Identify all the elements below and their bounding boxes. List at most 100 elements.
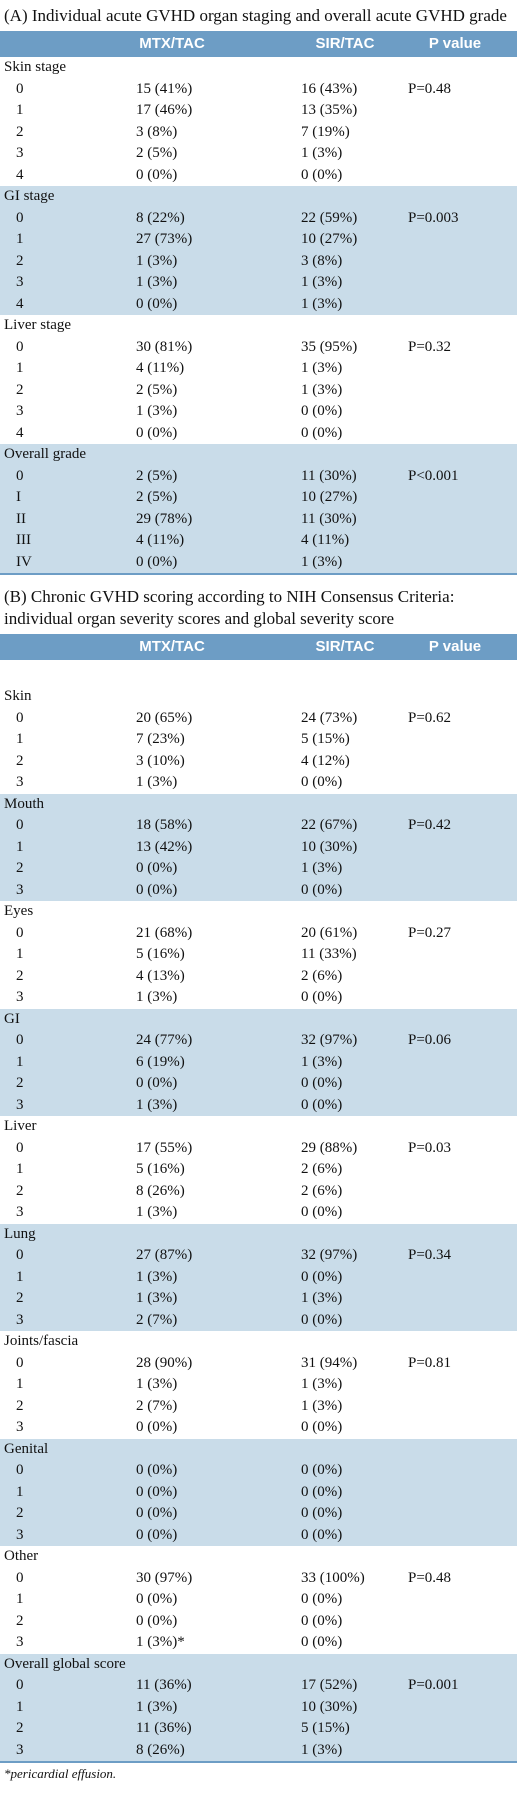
data-row: 3 0 (0%) 0 (0%): [0, 1417, 517, 1439]
sir-value: 22 (59%): [301, 209, 358, 226]
level: III: [16, 532, 31, 548]
mtx-value: 18 (58%): [136, 817, 193, 833]
header-row: MTX/TAC SIR/TAC P value: [0, 31, 517, 57]
mtx-value: 3 (10%): [136, 752, 185, 769]
data-row: 3 1 (3%) 0 (0%): [0, 987, 517, 1009]
mtx-value: 0 (0%): [136, 1591, 178, 1607]
data-row: 2 0 (0%) 0 (0%): [0, 1503, 517, 1525]
table-body: Skin 0 20 (65%) 24 (73%) P=0.62 1 7 (23%) 5 (15…: [0, 660, 517, 1763]
data-row: 2 8 (26%) 2 (6%): [0, 1181, 517, 1203]
level: 2: [16, 1720, 24, 1736]
level: 2: [16, 1397, 24, 1414]
data-row: 1 1 (3%) 10 (30%): [0, 1697, 517, 1719]
data-row: 0 18 (58%) 22 (67%) P=0.42: [0, 815, 517, 837]
mtx-value: 28 (90%): [136, 1354, 193, 1371]
group-label: Joints/fascia: [4, 1333, 79, 1349]
level: 1: [16, 360, 24, 376]
sir-value: 17 (52%): [301, 1677, 358, 1693]
group-label: Overall grade: [4, 446, 87, 462]
level: 1: [16, 1268, 24, 1285]
mtx-value: 0 (0%): [136, 1419, 178, 1435]
row-group: GI stage 0 8 (22%) 22 (59%) P=0.003 1 27 (73%)…: [0, 186, 517, 315]
sir-value: 0 (0%): [301, 1526, 343, 1543]
level: 3: [16, 1634, 24, 1650]
data-row: 1 5 (16%) 11 (33%): [0, 944, 517, 966]
mtx-value: 0 (0%): [136, 1075, 178, 1091]
data-row: 0 27 (87%) 32 (97%) P=0.34: [0, 1245, 517, 1267]
mtx-value: 0 (0%): [136, 1462, 178, 1478]
data-row: 2 0 (0%) 1 (3%): [0, 858, 517, 880]
level: 2: [16, 752, 24, 769]
mtx-value: 1 (3%): [136, 774, 178, 790]
level: 1: [16, 1053, 24, 1070]
data-row: III 4 (11%) 4 (11%): [0, 530, 517, 552]
table-body: Skin stage 0 15 (41%) 16 (43%) P=0.48 1 17 (46…: [0, 57, 517, 575]
group-label-row: Joints/fascia: [0, 1331, 517, 1353]
row-group: Liver stage 0 30 (81%) 35 (95%) P=0.32 1 4 (11…: [0, 315, 517, 444]
mtx-value: 4 (11%): [136, 360, 185, 376]
mtx-value: 0 (0%): [136, 166, 178, 183]
mtx-value: 2 (5%): [136, 467, 178, 484]
mtx-value: 15 (41%): [136, 80, 193, 97]
sir-value: 1 (3%): [301, 1290, 343, 1306]
level: 0: [16, 80, 24, 97]
data-row: 3 2 (7%) 0 (0%): [0, 1310, 517, 1332]
level: 2: [16, 1075, 24, 1091]
mtx-value: 0 (0%): [136, 1526, 178, 1543]
mtx-value: 17 (46%): [136, 102, 193, 118]
level: 2: [16, 123, 24, 140]
level: 4: [16, 295, 24, 312]
level: 3: [16, 881, 24, 898]
sir-value: 10 (27%): [301, 231, 358, 247]
column-header: SIR/TAC: [315, 638, 375, 655]
data-row: 3 1 (3%) 0 (0%): [0, 1095, 517, 1117]
level: IV: [16, 553, 32, 570]
section-title: (A) Individual acute GVHD organ staging …: [4, 6, 507, 25]
data-row: 2 3 (8%) 7 (19%): [0, 122, 517, 144]
section: (A) Individual acute GVHD organ staging …: [0, 0, 517, 575]
mtx-value: 30 (81%): [136, 338, 193, 355]
level: 3: [16, 989, 24, 1005]
sir-value: 10 (27%): [301, 489, 358, 505]
level: 1: [16, 1591, 24, 1607]
data-row: 2 4 (13%) 2 (6%): [0, 966, 517, 988]
level: 0: [16, 209, 24, 226]
sir-value: 0 (0%): [301, 403, 343, 419]
mtx-value: 8 (26%): [136, 1741, 185, 1758]
data-row: 1 5 (16%) 2 (6%): [0, 1159, 517, 1181]
sir-value: 7 (19%): [301, 123, 350, 140]
data-row: II 29 (78%) 11 (30%): [0, 509, 517, 531]
level: 1: [16, 946, 24, 962]
mtx-value: 29 (78%): [136, 510, 193, 527]
p-value: P=0.42: [408, 817, 452, 833]
data-row: 3 1 (3%)* 0 (0%): [0, 1632, 517, 1654]
header-row: MTX/TAC SIR/TAC P value: [0, 634, 517, 660]
data-row: 4 0 (0%) 0 (0%): [0, 423, 517, 445]
sir-value: 1 (3%): [301, 381, 343, 398]
mtx-value: 1 (3%): [136, 1698, 178, 1715]
data-row: 0 17 (55%) 29 (88%) P=0.03: [0, 1138, 517, 1160]
level: 3: [16, 145, 24, 161]
mtx-value: 2 (5%): [136, 381, 178, 398]
data-row: 3 1 (3%) 0 (0%): [0, 401, 517, 423]
row-group: Overall global score 0 11 (36%) 17 (52%) P=0…: [0, 1653, 517, 1761]
sir-value: 0 (0%): [301, 1204, 343, 1220]
sir-value: 1 (3%): [301, 1053, 343, 1070]
mtx-value: 1 (3%)*: [136, 1634, 185, 1650]
data-row: 0 11 (36%) 17 (52%) P=0.001: [0, 1675, 517, 1697]
group-label-row: GI: [0, 1009, 517, 1031]
row-group: Joints/fascia 0 28 (90%) 31 (94%) P=0.81 1 1 (…: [0, 1331, 517, 1439]
data-row: 3 1 (3%) 1 (3%): [0, 272, 517, 294]
sir-value: 10 (30%): [301, 838, 358, 855]
data-row: 4 0 (0%) 0 (0%): [0, 165, 517, 187]
level: 3: [16, 274, 24, 290]
sir-value: 1 (3%): [301, 274, 343, 290]
sir-value: 3 (8%): [301, 252, 343, 269]
sir-value: 20 (61%): [301, 924, 358, 941]
group-label: GI: [4, 1010, 20, 1027]
level: 0: [16, 1032, 24, 1048]
mtx-value: 1 (3%): [136, 1204, 178, 1220]
mtx-value: 0 (0%): [136, 881, 178, 898]
mtx-value: 6 (19%): [136, 1053, 185, 1070]
data-row: 0 21 (68%) 20 (61%) P=0.27: [0, 923, 517, 945]
